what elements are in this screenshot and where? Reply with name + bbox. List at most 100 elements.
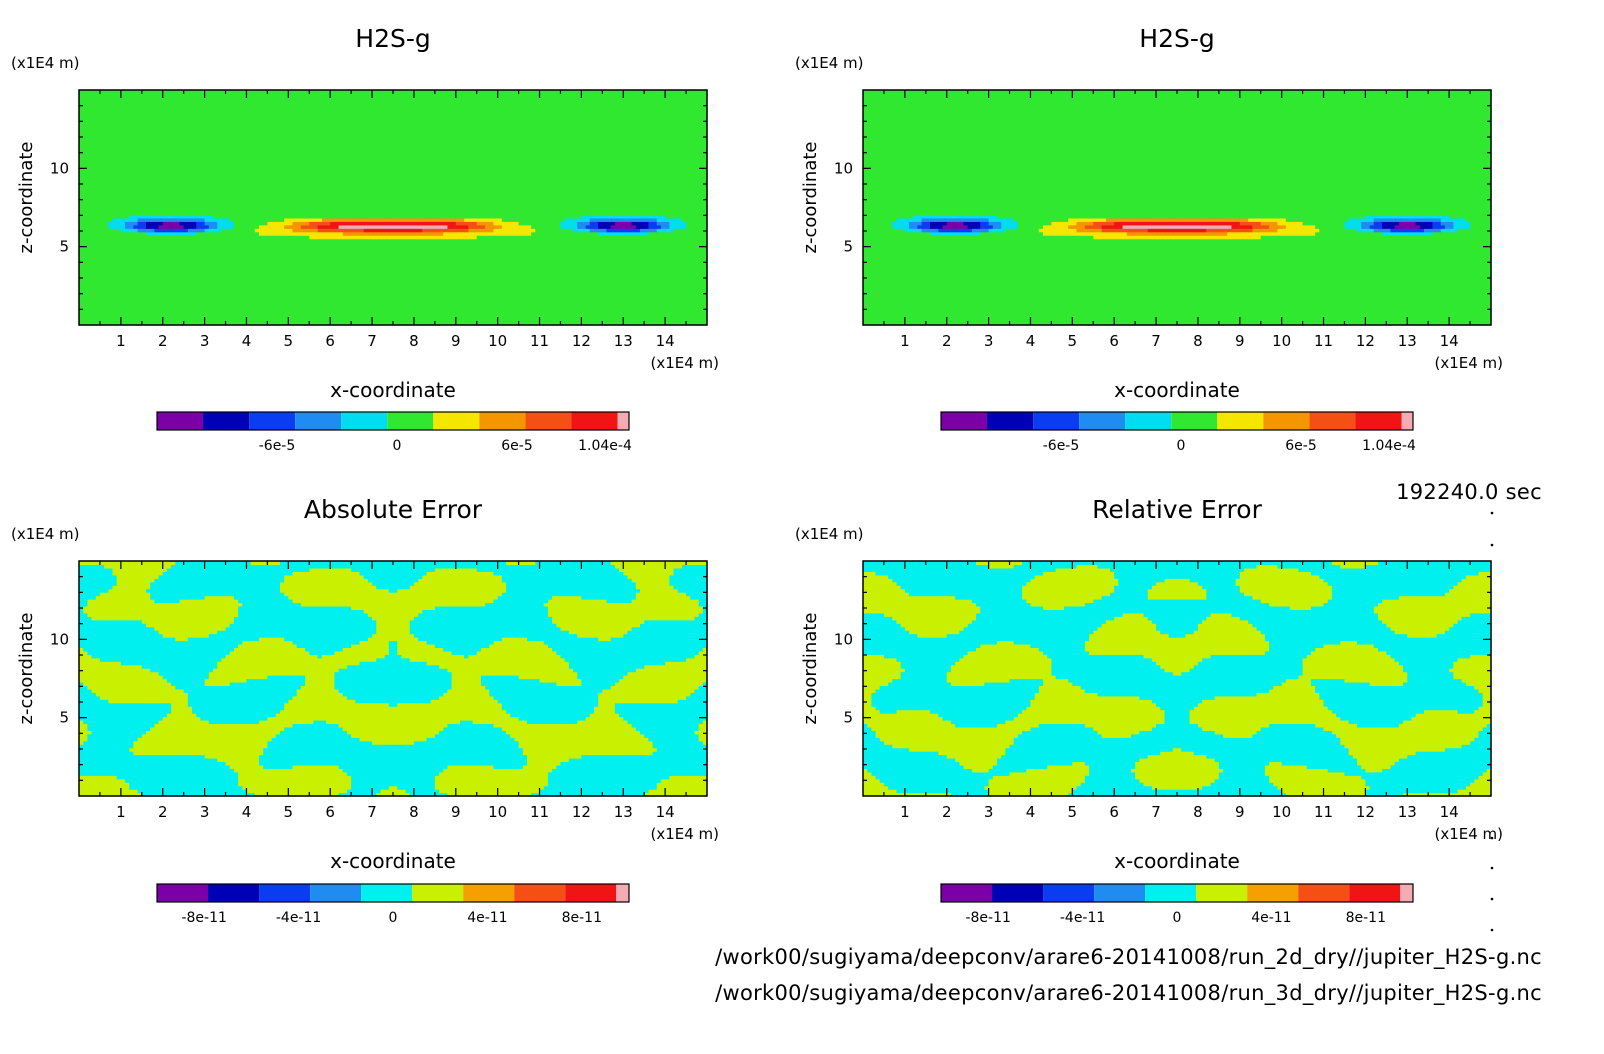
field-cell [674,304,679,308]
field-cell [481,318,486,322]
field-cell [439,304,444,308]
field-cell [330,315,335,319]
field-cell [657,318,662,322]
field-cell [644,315,649,319]
field-cell [661,304,666,308]
field-cell [255,301,260,305]
field-cell [355,311,360,315]
field-cell [565,318,570,322]
field-cell [468,308,473,312]
field-cell [96,315,101,319]
field-cell [644,311,649,315]
field-cell [175,304,180,308]
field-cell [519,304,524,308]
field-cell [284,301,289,305]
field-cell [129,301,134,305]
field-cell [694,318,699,322]
field-cell [313,318,318,322]
field-cell [251,301,256,305]
field-cell [347,315,352,319]
field-cell [694,315,699,319]
field-cell [129,308,134,312]
field-cell [159,308,164,312]
field-cell [464,308,469,312]
field-cell [464,315,469,319]
field-cell [179,304,184,308]
field-cell [560,304,565,308]
field-cell [171,311,176,315]
field-cell [544,308,549,312]
field-cell [531,308,536,312]
field-cell [364,318,369,322]
field-cell [506,304,511,308]
field-cell [167,308,172,312]
field-cell [192,318,197,322]
field-cell [293,311,298,315]
field-cell [406,308,411,312]
field-cell [598,315,603,319]
field-cell [548,318,553,322]
field-cell [326,308,331,312]
field-cell [674,311,679,315]
field-cell [493,311,498,315]
field-cell [435,308,440,312]
field-cell [690,315,695,319]
field-cell [280,301,285,305]
field-cell [322,308,327,312]
field-cell [678,318,683,322]
field-cell [498,308,503,312]
field-cell [456,308,461,312]
field-cell [393,315,398,319]
field-cell [594,308,599,312]
field-cell [313,311,318,315]
field-cell [498,311,503,315]
field-cell [355,308,360,312]
field-cell [590,315,595,319]
field-cell [221,308,226,312]
field-cell [590,308,595,312]
field-cell [372,318,377,322]
field-cell [686,318,691,322]
field-cell [234,304,239,308]
field-cell [142,311,147,315]
field-cell [133,315,138,319]
field-cell [339,304,344,308]
field-cell [431,308,436,312]
field-cell [351,318,356,322]
field-cell [313,308,318,312]
field-cell [690,318,695,322]
field-cell [150,308,155,312]
field-cell [669,304,674,308]
field-cell [523,304,528,308]
field-cell [133,318,138,322]
field-cell [686,315,691,319]
field-cell [318,304,323,308]
field-cell [288,318,293,322]
field-cell [272,304,277,308]
field-cell [293,304,298,308]
field-cell [406,318,411,322]
field-cell [87,301,92,305]
field-cell [167,318,172,322]
field-cell [267,311,272,315]
field-cell [221,301,226,305]
field-cell [686,304,691,308]
field-cell [121,304,126,308]
field-cell [699,308,704,312]
field-cell [83,301,88,305]
field-cell [527,318,532,322]
field-cell [569,304,574,308]
field-cell [87,304,92,308]
field-cell [125,304,130,308]
field-cell [385,304,390,308]
field-cell [422,318,427,322]
field-cell [527,308,532,312]
field-cell [117,308,122,312]
field-cell [330,304,335,308]
field-cell [318,308,323,312]
field-cell [699,315,704,319]
field-cell [251,308,256,312]
field-cell [443,311,448,315]
field-cell [627,308,632,312]
field-cell [548,308,553,312]
